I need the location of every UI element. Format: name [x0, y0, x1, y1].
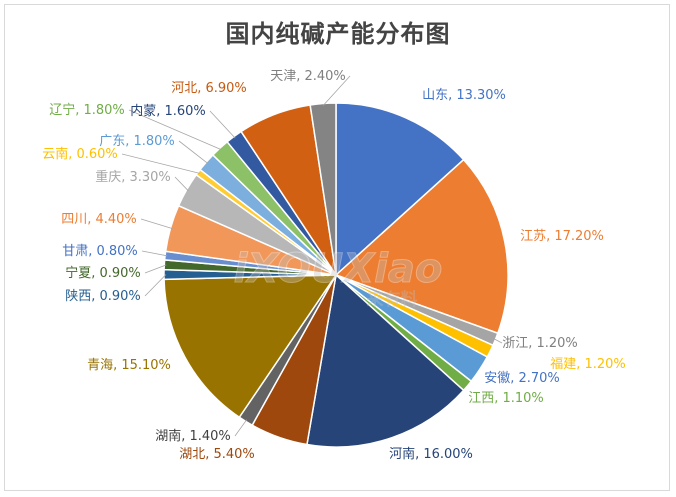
slice-labels: 山东, 13.30% 江苏, 17.20% 浙江, 1.20% 福建, 1.20%安徽… — [42, 69, 626, 462]
pie-slice-天津 — [309, 102, 337, 276]
leader-line-重庆 — [174, 176, 189, 192]
slice-label-云南: 云南, 0.60% — [42, 146, 118, 162]
watermark-cjk: 来有料 — [366, 289, 418, 310]
slice-label-福建: 福建, 1.20% — [550, 357, 626, 372]
leader-line-甘肃 — [141, 250, 168, 257]
slice-label-青海: 青海, 15.10% — [87, 358, 171, 373]
leader-line-湖南 — [234, 419, 248, 437]
slice-label-天津: 天津, 2.40% — [270, 69, 346, 84]
leader-line-内蒙 — [209, 110, 236, 139]
slice-label-广东: 广东, 1.80% — [99, 134, 175, 149]
slice-label-山东: 山东, 13.30% — [422, 88, 506, 103]
leader-line-宁夏 — [144, 264, 167, 274]
leader-line-广东 — [178, 140, 209, 164]
leader-line-辽宁 — [128, 109, 222, 150]
leader-line-四川 — [140, 218, 173, 229]
pie-slice-青海 — [163, 274, 338, 419]
slice-label-陕西: 陕西, 0.90% — [65, 289, 141, 304]
leader-lines — [121, 75, 503, 437]
slice-label-重庆: 重庆, 3.30% — [95, 169, 171, 185]
leader-line-浙江 — [493, 338, 503, 344]
leader-line-陕西 — [144, 274, 167, 297]
pie-slice-河南 — [306, 273, 465, 448]
slice-label-安徽: 安徽, 2.70% — [484, 371, 560, 386]
pie-slice-山东 — [335, 102, 465, 277]
pie-slices — [163, 102, 509, 448]
slice-label-四川: 四川, 4.40% — [61, 212, 137, 227]
slice-label-江苏: 江苏, 17.20% — [520, 228, 604, 244]
slice-label-湖南: 湖南, 1.40% — [155, 428, 231, 444]
watermark-latin: iXOUXiao — [234, 246, 443, 292]
leader-line-云南 — [121, 153, 200, 174]
slice-label-江西: 江西, 1.10% — [468, 391, 544, 406]
slice-label-湖北: 湖北, 5.40% — [179, 447, 255, 462]
slice-label-辽宁: 辽宁, 1.80% — [49, 102, 125, 118]
slice-label-甘肃: 甘肃, 0.80% — [62, 244, 138, 259]
slice-label-内蒙: 内蒙, 1.60% — [130, 103, 206, 119]
slice-label-河南: 河南, 16.00% — [389, 446, 473, 462]
slice-label-河北: 河北, 6.90% — [171, 81, 247, 96]
leader-line-天津 — [322, 75, 351, 106]
chart-title: 国内纯碱产能分布图 — [225, 20, 451, 48]
slice-label-宁夏: 宁夏, 0.90% — [65, 265, 141, 281]
watermark: iXOUXiao 来有料 — [233, 246, 443, 311]
slice-label-浙江: 浙江, 1.20% — [502, 336, 578, 351]
